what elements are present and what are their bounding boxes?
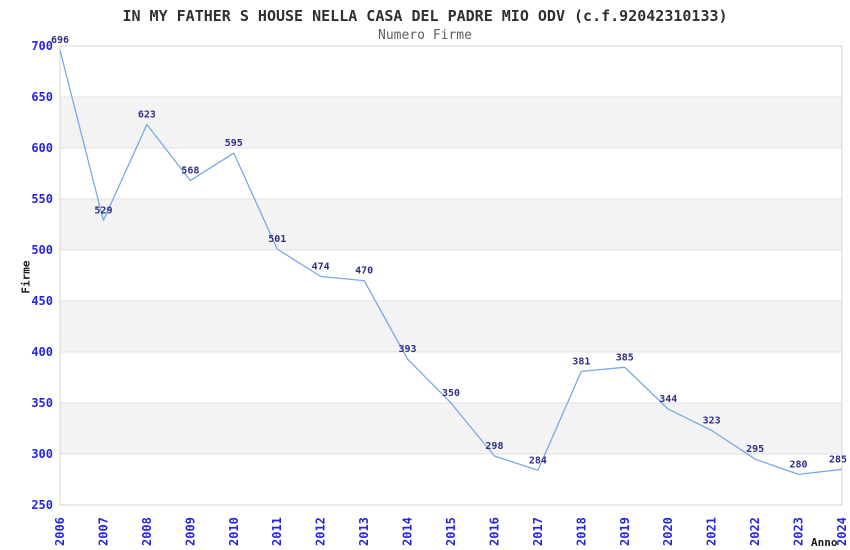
chart-title: IN MY FATHER S HOUSE NELLA CASA DEL PADR…	[122, 7, 728, 25]
data-label: 501	[268, 234, 286, 245]
data-label: 595	[225, 138, 243, 149]
x-tick-label: 2009	[183, 517, 197, 546]
y-tick-label: 450	[31, 294, 53, 308]
y-tick-label: 300	[31, 447, 53, 461]
data-label: 470	[355, 266, 373, 277]
y-tick-label: 500	[31, 243, 53, 257]
data-label: 344	[659, 394, 677, 405]
data-label: 696	[51, 35, 69, 46]
x-tick-label: 2021	[705, 517, 719, 546]
y-tick-label: 600	[31, 141, 53, 155]
x-tick-label: 2023	[792, 517, 806, 546]
plot-band	[60, 403, 842, 454]
x-tick-label: 2020	[661, 517, 675, 546]
x-tick-label: 2024	[835, 517, 849, 546]
x-tick-label: 2019	[618, 517, 632, 546]
data-label: 381	[572, 356, 590, 367]
data-label: 623	[138, 110, 156, 121]
x-tick-label: 2013	[357, 517, 371, 546]
data-label: 474	[312, 262, 330, 273]
data-label: 568	[181, 166, 199, 177]
y-tick-label: 550	[31, 192, 53, 206]
y-tick-label: 400	[31, 345, 53, 359]
plot-band	[60, 97, 842, 148]
x-axis-title: Anno	[811, 536, 838, 549]
x-tick-label: 2017	[531, 517, 545, 546]
plot-band	[60, 199, 842, 250]
data-label: 529	[94, 205, 112, 216]
data-line	[59, 49, 843, 476]
y-tick-label: 650	[31, 90, 53, 104]
data-label: 285	[829, 454, 847, 465]
data-label: 350	[442, 388, 460, 399]
x-tick-label: 2011	[270, 517, 284, 546]
x-tick-label: 2006	[53, 517, 67, 546]
x-tick-label: 2022	[748, 517, 762, 546]
data-label: 295	[746, 444, 764, 455]
data-label: 284	[529, 455, 547, 466]
x-tick-label: 2018	[574, 517, 588, 546]
plot-band	[60, 301, 842, 352]
x-tick-label: 2016	[487, 517, 501, 546]
data-label: 280	[790, 459, 808, 470]
data-label: 298	[485, 441, 503, 452]
y-tick-label: 250	[31, 498, 53, 512]
x-tick-label: 2012	[314, 517, 328, 546]
data-label: 323	[703, 416, 721, 427]
y-tick-label: 350	[31, 396, 53, 410]
x-tick-label: 2008	[140, 517, 154, 546]
data-label: 393	[399, 344, 417, 355]
y-tick-label: 700	[31, 39, 53, 53]
x-tick-label: 2015	[444, 517, 458, 546]
data-label: 385	[616, 352, 634, 363]
x-tick-label: 2014	[401, 517, 415, 546]
plot-border	[59, 45, 843, 506]
x-tick-label: 2007	[96, 517, 110, 546]
x-tick-label: 2010	[227, 517, 241, 546]
chart-subtitle: Numero Firme	[378, 28, 472, 43]
